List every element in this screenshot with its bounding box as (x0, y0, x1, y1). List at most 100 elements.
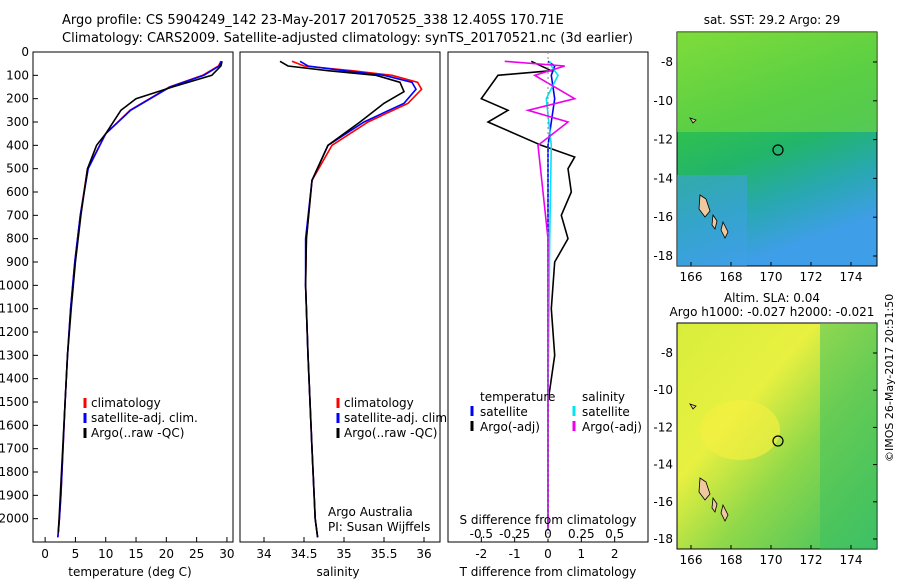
diff-xtick-label: 2 (611, 547, 619, 561)
depth-tick-label: 900 (6, 255, 29, 269)
sst-warm-region (677, 32, 877, 132)
salinity-panel: 34 34.5 35 35.5 36 salinity climatology sate… (239, 51, 451, 579)
imos-timestamp: ©IMOS 26-May-2017 20:51:50 (883, 294, 896, 462)
temp-line-argo (57, 61, 223, 533)
depth-tick-label: 0 (21, 45, 29, 59)
sst-ticks-ytick-label: -8 (661, 55, 673, 69)
salinity-annotation-2: PI: Susan Wijffels (328, 520, 430, 534)
temp-xtick-label: 30 (219, 547, 234, 561)
depth-tick-label: 1100 (0, 302, 29, 316)
sla-ticks-xtick-label: 172 (800, 553, 823, 567)
sst-ticks-ytick-label: -16 (653, 210, 673, 224)
sla-map-panel: Altim. SLA: 0.04 Argo h1000: -0.027 h200… (653, 291, 878, 567)
sal-xtick-label: 36 (416, 547, 431, 561)
salinity-xlabel: salinity (316, 565, 359, 579)
sst-map-title: sat. SST: 29.2 Argo: 29 (704, 13, 841, 27)
depth-tick-label: 700 (6, 208, 29, 222)
sal-xtick-label: 34.5 (291, 547, 318, 561)
depth-tick-label: 400 (6, 138, 29, 152)
sla-ticks-ytick-label: -10 (653, 383, 673, 397)
sla-ticks-xtick-label: 174 (840, 553, 863, 567)
sla-argo-location-marker (772, 435, 784, 447)
temp-legend-climatology: climatology (91, 396, 161, 410)
temp-xtick-label: 25 (189, 547, 204, 561)
depth-tick-label: 100 (6, 68, 29, 82)
depth-tick-label: 1000 (0, 278, 29, 292)
depth-tick-label: 1700 (0, 442, 29, 456)
depth-tick-label: 1500 (0, 395, 29, 409)
sla-islands (689, 403, 729, 522)
sal-legend-argo: Argo(..raw -QC) (344, 426, 437, 440)
diff-xtick-label: -2 (475, 547, 487, 561)
sst-ticks-xtick-label: 174 (840, 270, 863, 284)
diff-legend-salinity: salinity (582, 390, 625, 404)
depth-tick-label: 1200 (0, 325, 29, 339)
sal-xtick-label: 35 (336, 547, 351, 561)
sla-map-title1: Altim. SLA: 0.04 (724, 291, 820, 305)
depth-tick-label: 600 (6, 185, 29, 199)
sal-xtick-label: 35.5 (371, 547, 398, 561)
diff-top-xtick-label: 0.5 (605, 527, 624, 541)
temperature-legend: climatology satellite-adj. clim. Argo(..… (83, 396, 198, 440)
salinity-annotation-1: Argo Australia (328, 505, 413, 519)
diff-top-xtick-label: -0.25 (499, 527, 530, 541)
diff-xtick-label: -1 (509, 547, 521, 561)
sst-ticks-xtick-label: 166 (680, 270, 703, 284)
depth-tick-label: 1800 (0, 465, 29, 479)
salinity-legend: climatology satellite-adj. clim. Argo(..… (336, 396, 451, 440)
difference-top-xlabel: S difference from climatology (460, 513, 637, 527)
temp-xtick-label: 15 (128, 547, 143, 561)
depth-tick-label: 1300 (0, 348, 29, 362)
depth-tick-label: 1600 (0, 418, 29, 432)
sla-low-region (820, 323, 877, 549)
header-line2: Climatology: CARS2009. Satellite-adjuste… (62, 31, 633, 46)
sal-legend-climatology: climatology (344, 396, 414, 410)
diff-legend-temperature: temperature (480, 390, 555, 404)
sal-line-argo (279, 60, 406, 538)
temperature-xlabel: temperature (deg C) (68, 565, 191, 579)
depth-tick-label: 800 (6, 232, 29, 246)
temp-xtick-label: 0 (41, 547, 49, 561)
depth-tick-label: 2000 (0, 512, 29, 526)
diff-xtick-label: 0 (544, 547, 552, 561)
difference-xlabel: T difference from climatology (459, 565, 637, 579)
diff-legend-temp-argo: Argo(-adj) (480, 420, 540, 434)
sst-ticks-xtick-label: 168 (720, 270, 743, 284)
sst-cool-region (677, 175, 747, 266)
depth-tick-label: 1400 (0, 372, 29, 386)
salinity-axes-box (239, 51, 441, 543)
sla-ticks-ytick-label: -12 (653, 420, 673, 434)
sst-ticks-ytick-label: -14 (653, 171, 673, 185)
sla-ticks-xtick-label: 166 (680, 553, 703, 567)
diff-top-xtick-label: 0.25 (568, 527, 595, 541)
depth-tick-label: 300 (6, 115, 29, 129)
depth-tick-label: 200 (6, 92, 29, 106)
sst-map-panel: sat. SST: 29.2 Argo: 29 166 168 170 172 174 -… (653, 13, 878, 284)
difference-legend: temperature satellite Argo(-adj) salinit… (470, 390, 642, 434)
temperature-panel: 0 5 10 15 20 25 30 0 100 200 300 400 500 600 700 800 90… (0, 45, 235, 579)
temp-xtick-label: 10 (98, 547, 113, 561)
temp-xtick-label: 20 (159, 547, 174, 561)
diff-line-sal-argo (504, 60, 577, 531)
sla-ticks-ytick-label: -8 (661, 346, 673, 360)
temp-xtick-label: 5 (72, 547, 80, 561)
sla-ticks-xtick-label: 168 (720, 553, 743, 567)
depth-tick-label: 1900 (0, 488, 29, 502)
sst-ticks-ytick-label: -12 (653, 133, 673, 147)
depth-tick-label: 500 (6, 162, 29, 176)
temperature-axes-box (32, 51, 234, 543)
diff-legend-temp-satellite: satellite (480, 405, 528, 419)
sal-legend-satellite: satellite-adj. clim. (344, 411, 451, 425)
sal-xtick-label: 34 (256, 547, 271, 561)
sst-ticks-ytick-label: -10 (653, 94, 673, 108)
sla-ticks-ytick-label: -14 (653, 458, 673, 472)
sst-argo-location-marker (772, 144, 784, 156)
sst-islands (689, 117, 729, 239)
sla-map-title2: Argo h1000: -0.027 h2000: -0.021 (670, 305, 875, 319)
sst-ticks-xtick-label: 172 (800, 270, 823, 284)
sla-ticks-xtick-label: 170 (760, 553, 783, 567)
sst-ticks-ytick-label: -18 (653, 249, 673, 263)
diff-line-temp-argo (480, 60, 576, 531)
